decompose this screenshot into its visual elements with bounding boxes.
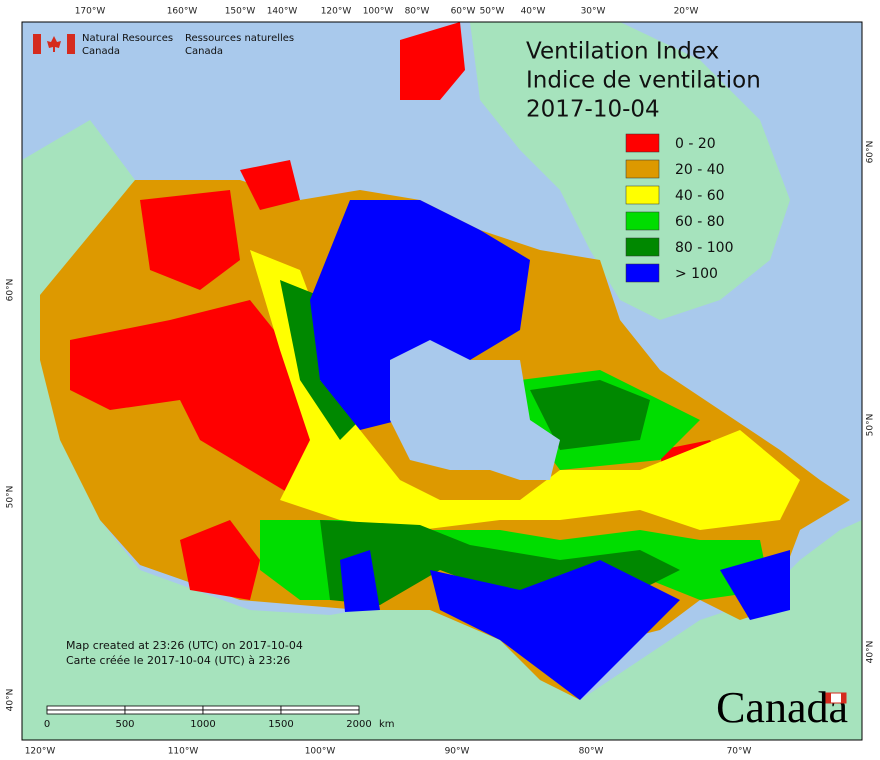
wordmark-flag	[841, 693, 846, 703]
graticule-label: 30°W	[581, 7, 606, 17]
zone-darkgreen	[530, 380, 650, 450]
zone-red	[180, 520, 260, 600]
department-fr: Canada	[185, 46, 223, 57]
legend-label: 80 - 100	[675, 240, 734, 256]
title: Ventilation Index	[526, 39, 719, 65]
graticule-label: 100°W	[363, 7, 394, 17]
graticule-label: 140°W	[267, 7, 298, 17]
zone-red	[140, 190, 240, 290]
scale-segment	[46, 709, 126, 715]
scale-segment	[46, 705, 126, 711]
graticule-label: 150°W	[225, 7, 256, 17]
wordmark-flag	[826, 693, 831, 703]
scale-unit: km	[379, 719, 395, 730]
zone-red	[240, 160, 300, 210]
graticule-label: 100°W	[305, 747, 336, 757]
scale-label: 500	[115, 719, 134, 730]
map-frame	[21, 21, 863, 741]
graticule-label: 40°N	[866, 641, 876, 664]
zone-blue	[310, 200, 530, 430]
graticule-label: 120°W	[25, 747, 56, 757]
graticule-label: 40°W	[521, 7, 546, 17]
graticule-label: 60°N	[6, 279, 16, 302]
scale-segment	[280, 705, 360, 711]
scale-segment	[202, 709, 282, 715]
graticule-label: 20°W	[674, 7, 699, 17]
graticule-label: 80°W	[405, 7, 430, 17]
scale-label: 1500	[268, 719, 293, 730]
scale-label: 0	[44, 719, 50, 730]
graticule-label: 70°W	[727, 747, 752, 757]
note: Map created at 23:26 (UTC) on 2017-10-04	[66, 639, 303, 652]
graticule-label: 110°W	[168, 747, 199, 757]
legend-swatch	[625, 211, 660, 231]
graticule-label: 50°N	[6, 486, 16, 509]
graticule-label: 50°N	[866, 414, 876, 437]
scale-segment	[124, 705, 204, 711]
graticule-label: 160°W	[167, 7, 198, 17]
graticule-label: 60°W	[451, 7, 476, 17]
graticule-label: 90°W	[445, 747, 470, 757]
zone-blue	[430, 560, 680, 700]
department-en: Natural Resources	[82, 33, 173, 44]
flag-leaf	[47, 36, 61, 52]
zone-red	[70, 300, 330, 500]
zone-blue	[340, 550, 380, 612]
title: Indice de ventilation	[526, 68, 761, 94]
scale-label: 1000	[190, 719, 215, 730]
graticule-label: 120°W	[321, 7, 352, 17]
scale-label: 2000	[346, 719, 371, 730]
scale-segment	[202, 705, 282, 711]
legend-label: > 100	[675, 266, 718, 282]
department-en: Canada	[82, 46, 120, 57]
zone-red	[400, 22, 465, 100]
alaska	[22, 120, 135, 300]
title: 2017-10-04	[526, 97, 660, 123]
legend-label: 20 - 40	[675, 162, 725, 178]
zone-blue	[720, 550, 790, 620]
legend-label: 40 - 60	[675, 188, 725, 204]
zone-yellow	[250, 250, 800, 530]
legend-swatch	[625, 237, 660, 257]
note: Carte créée le 2017-10-04 (UTC) à 23:26	[66, 654, 290, 667]
graticule-label: 60°N	[866, 141, 876, 164]
hudson-bay	[390, 340, 560, 480]
flag-bar	[33, 34, 41, 54]
department-fr: Ressources naturelles	[185, 33, 294, 44]
legend-swatch	[625, 185, 660, 205]
scale-segment	[280, 709, 360, 715]
graticule-label: 50°W	[480, 7, 505, 17]
wordmark: Canada	[716, 683, 848, 732]
legend-swatch	[625, 133, 660, 153]
legend-swatch	[625, 263, 660, 283]
graticule-label: 170°W	[75, 7, 106, 17]
usa	[22, 290, 862, 740]
legend-label: 0 - 20	[675, 136, 716, 152]
flag-bar	[67, 34, 75, 54]
graticule-label: 40°N	[6, 689, 16, 712]
scale-segment	[124, 709, 204, 715]
legend-swatch	[625, 159, 660, 179]
legend-label: 60 - 80	[675, 214, 725, 230]
graticule-label: 80°W	[579, 747, 604, 757]
